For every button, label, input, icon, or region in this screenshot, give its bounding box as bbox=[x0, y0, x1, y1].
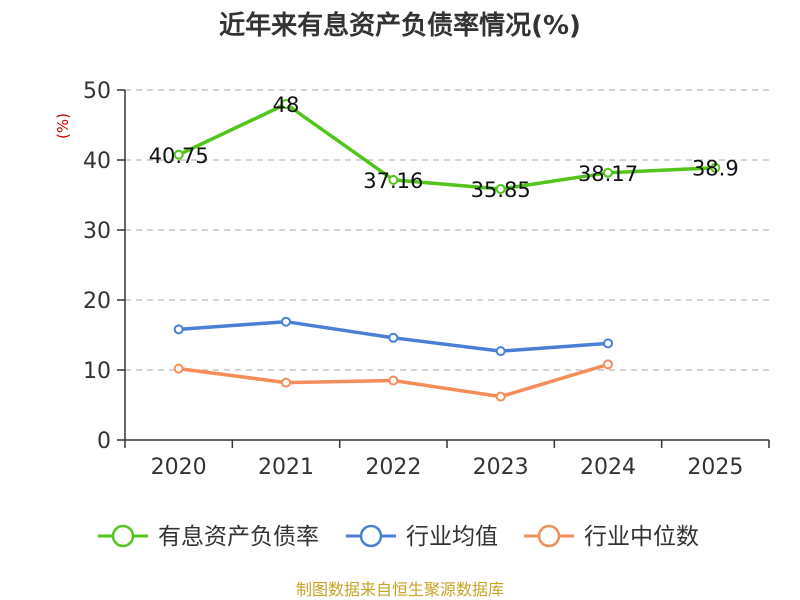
data-label: 38.9 bbox=[692, 157, 739, 181]
x-tick-label: 2020 bbox=[151, 455, 207, 480]
data-point bbox=[388, 174, 399, 185]
data-point bbox=[710, 162, 721, 173]
x-tick-label: 2024 bbox=[580, 455, 636, 480]
data-point bbox=[603, 359, 613, 370]
data-label: 48 bbox=[273, 93, 300, 117]
grid-lines bbox=[125, 89, 769, 371]
data-point bbox=[173, 149, 184, 160]
x-tick-label: 2021 bbox=[258, 455, 314, 480]
source-note: 制图数据来自恒生聚源数据库 bbox=[296, 580, 504, 599]
tick-labels: 0 10 20 30 40 50 2020 2021 2022 2023 2024 2025 bbox=[83, 79, 743, 480]
data-point bbox=[495, 346, 506, 357]
data-point bbox=[388, 332, 399, 343]
legend-swatch-marker bbox=[111, 524, 135, 548]
data-point bbox=[281, 99, 291, 109]
data-point bbox=[388, 375, 399, 386]
legend-swatch-marker bbox=[537, 524, 561, 548]
data-point bbox=[495, 184, 506, 195]
x-tick-label: 2023 bbox=[473, 455, 529, 480]
legend-label: 有息资产负债率 bbox=[158, 524, 319, 550]
data-point bbox=[173, 324, 184, 335]
series-layer bbox=[173, 99, 721, 402]
data-point bbox=[281, 316, 291, 327]
y-tick-label: 0 bbox=[97, 429, 111, 454]
data-point bbox=[173, 363, 184, 374]
x-tick-label: 2025 bbox=[687, 455, 743, 480]
legend-swatch-marker bbox=[359, 524, 383, 548]
chart-title: 近年来有息资产负债率情况(%) bbox=[219, 10, 581, 41]
data-point bbox=[603, 338, 613, 349]
y-tick-label: 10 bbox=[83, 359, 111, 384]
data-point bbox=[281, 377, 291, 388]
axes bbox=[117, 89, 770, 448]
y-tick-label: 30 bbox=[83, 219, 111, 244]
y-tick-label: 50 bbox=[83, 79, 111, 104]
data-label: 35.85 bbox=[471, 178, 531, 202]
data-point bbox=[603, 167, 613, 178]
x-tick-label: 2022 bbox=[365, 455, 421, 480]
data-label: 37.16 bbox=[363, 169, 423, 193]
data-label: 38.17 bbox=[578, 162, 638, 186]
legend: 有息资产负债率 行业均值 行业中位数 bbox=[98, 524, 699, 550]
data-point bbox=[495, 391, 506, 402]
data-label: 40.75 bbox=[149, 144, 209, 168]
series-line bbox=[177, 102, 716, 191]
y-tick-label: 40 bbox=[83, 149, 111, 174]
legend-label: 行业均值 bbox=[406, 524, 498, 550]
y-tick-label: 20 bbox=[83, 289, 111, 314]
legend-label: 行业中位数 bbox=[584, 524, 699, 550]
y-axis-label: (%) bbox=[54, 113, 72, 139]
data-labels: 40.75 48 37.16 35.85 38.17 38.9 bbox=[149, 93, 739, 202]
